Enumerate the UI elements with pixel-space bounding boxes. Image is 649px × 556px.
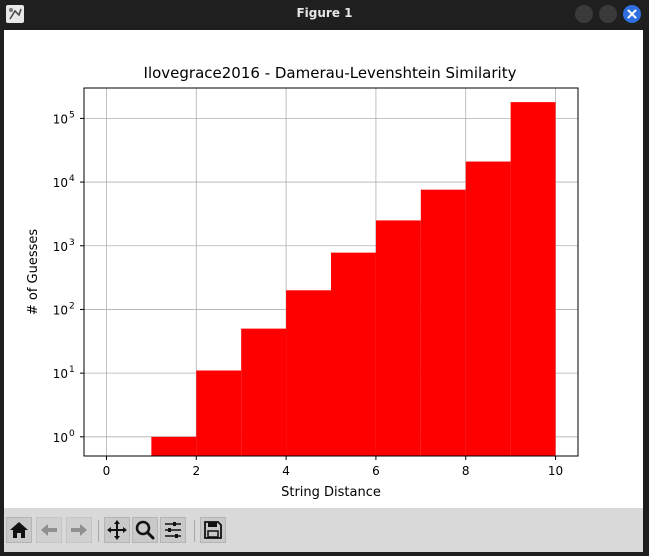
zoom-button[interactable] [132,517,158,543]
x-axis-label: String Distance [281,485,381,500]
x-tick-label: 6 [372,464,380,478]
close-icon [627,9,637,19]
zoom-icon [135,520,155,540]
forward-button[interactable] [66,517,92,543]
navigation-toolbar [4,508,643,552]
y-tick-label: 10 [53,176,68,190]
pan-button[interactable] [104,517,130,543]
histogram-bar [241,328,287,456]
y-tick-label: 10 [53,303,68,317]
x-tick-label: 4 [282,464,290,478]
histogram-bar [331,252,376,456]
y-tick-exponent: 5 [69,110,75,120]
toolbar-separator [98,520,99,542]
y-tick-label: 10 [53,367,68,381]
histogram-bar [420,189,466,456]
y-tick-label: 10 [53,240,68,254]
toolbar-separator [194,520,195,542]
configure-subplots-button[interactable] [160,517,186,543]
minimize-button[interactable] [575,5,593,23]
home-button[interactable] [6,517,32,543]
y-tick-label: 10 [53,112,68,126]
bars [151,102,556,456]
figure-canvas: Ilovegrace2016 - Damerau-Levenshtein Sim… [4,30,643,508]
y-axis-label: # of Guesses [26,229,41,316]
x-tick-label: 8 [462,464,470,478]
pan-icon [107,520,127,540]
histogram-bar [196,370,242,456]
y-tick-exponent: 3 [69,238,75,248]
close-button[interactable] [623,5,641,23]
x-tick-label: 2 [192,464,200,478]
histogram-bar [286,290,331,456]
back-icon [41,524,57,536]
back-button[interactable] [36,517,62,543]
y-tick-label: 10 [53,431,68,445]
window-titlebar: Figure 1 [0,0,649,28]
y-tick-exponent: 0 [69,429,75,439]
configure-subplots-icon [165,522,181,538]
histogram-bar [375,220,421,456]
histogram-bar [465,161,511,456]
x-tick-label: 10 [548,464,563,478]
maximize-button[interactable] [599,5,617,23]
histogram-bar [510,102,556,456]
forward-icon [71,524,87,536]
y-tick-exponent: 2 [69,301,75,311]
home-icon [10,522,28,538]
y-tick-exponent: 1 [69,365,75,375]
histogram-bar [151,436,197,456]
x-tick-label: 0 [103,464,111,478]
window-title: Figure 1 [296,6,353,20]
chart-title: Ilovegrace2016 - Damerau-Levenshtein Sim… [144,64,517,82]
save-icon [204,521,222,539]
save-button[interactable] [200,517,226,543]
app-icon [6,5,24,23]
histogram-chart: Ilovegrace2016 - Damerau-Levenshtein Sim… [26,64,579,500]
plot-frame [83,87,579,457]
y-tick-exponent: 4 [69,174,75,184]
